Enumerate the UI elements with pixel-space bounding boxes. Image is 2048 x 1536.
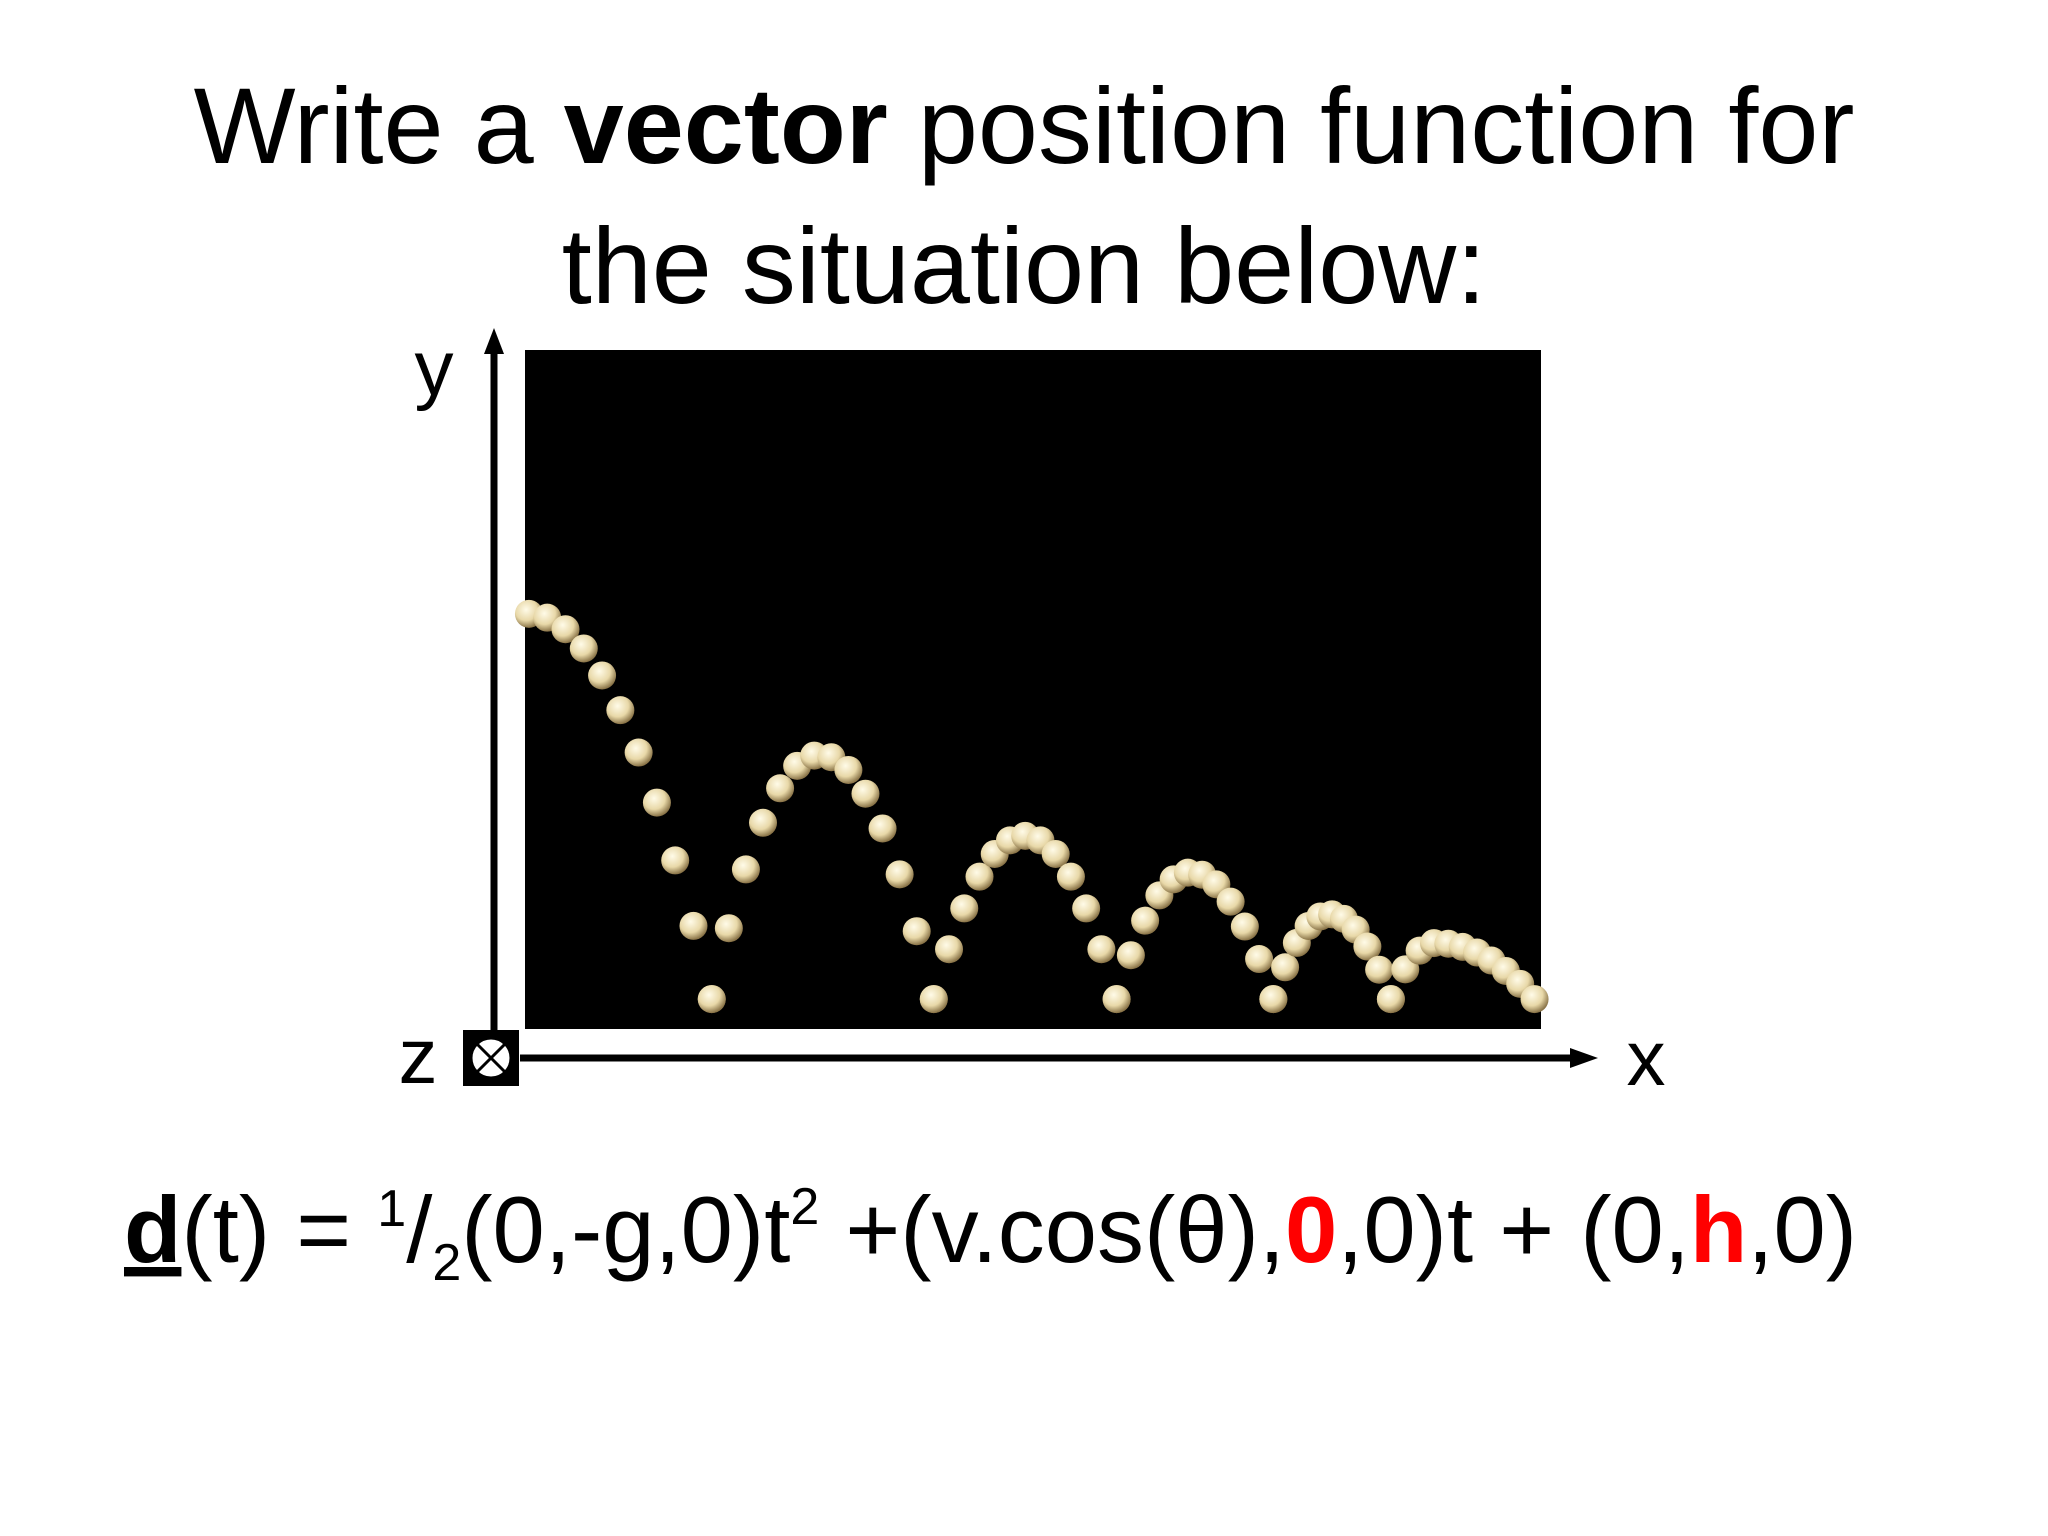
ball [749, 808, 778, 837]
title-text: position function for [888, 65, 1855, 186]
ball [1041, 839, 1070, 868]
formula-slash: / [406, 1177, 433, 1282]
ball [1520, 985, 1549, 1014]
ball [885, 860, 914, 889]
ball [1072, 894, 1101, 923]
ball [965, 862, 994, 891]
y-arrow [484, 328, 504, 354]
ball [935, 935, 964, 964]
title-bold: vector [564, 65, 888, 186]
ball [606, 696, 635, 725]
ball [642, 788, 671, 817]
ball [569, 634, 598, 663]
ball [714, 914, 743, 943]
ball [1230, 912, 1259, 941]
formula-text: ,0)t + (0, [1337, 1177, 1690, 1282]
ball [1365, 955, 1394, 984]
ball [1116, 941, 1145, 970]
title-text: Write a [194, 65, 564, 186]
formula-vector: d [124, 1177, 181, 1282]
ball [1216, 887, 1245, 916]
ball [1353, 932, 1382, 961]
formula-superscript: 2 [790, 1178, 819, 1236]
z-label: z [399, 1012, 438, 1100]
formula-highlight: h [1690, 1177, 1747, 1282]
formula: d(t) = 1/2(0,-g,0)t2 +(v.cos(θ),0,0)t + … [124, 1177, 1857, 1292]
ball [1131, 906, 1160, 935]
ball [697, 985, 726, 1014]
ball-trail [514, 599, 1549, 1014]
ball [919, 985, 948, 1014]
formula-text: (t) = [181, 1177, 377, 1282]
ball [588, 661, 617, 690]
formula-text: +(v.cos(θ), [819, 1177, 1285, 1282]
ball [1259, 985, 1288, 1014]
formula-highlight: 0 [1285, 1177, 1337, 1282]
y-label: y [415, 324, 454, 412]
formula-text: ,0) [1747, 1177, 1857, 1282]
ball [1376, 985, 1405, 1014]
ball [1087, 935, 1116, 964]
ball [1102, 985, 1131, 1014]
ball [868, 814, 897, 843]
formula-numerator: 1 [377, 1180, 406, 1238]
photo [525, 350, 1541, 1029]
ball [950, 894, 979, 923]
formula-text: (0,-g,0)t [461, 1177, 790, 1282]
title-line-1: Write a vector position function for [194, 65, 1855, 186]
z-cross [475, 1042, 507, 1074]
ball [834, 755, 863, 784]
ball [1245, 945, 1274, 974]
ball [624, 738, 653, 767]
ball [679, 911, 708, 940]
ball [661, 846, 690, 875]
ball [851, 779, 880, 808]
formula-denominator: 2 [432, 1234, 461, 1292]
ball [902, 917, 931, 946]
x-arrow [1570, 1048, 1598, 1068]
ball [1056, 862, 1085, 891]
ball [731, 855, 760, 884]
ball [1271, 953, 1300, 982]
x-label: x [1627, 1014, 1666, 1102]
ball [766, 774, 795, 803]
title-line-2: the situation below: [562, 205, 1487, 326]
ball [551, 615, 580, 644]
